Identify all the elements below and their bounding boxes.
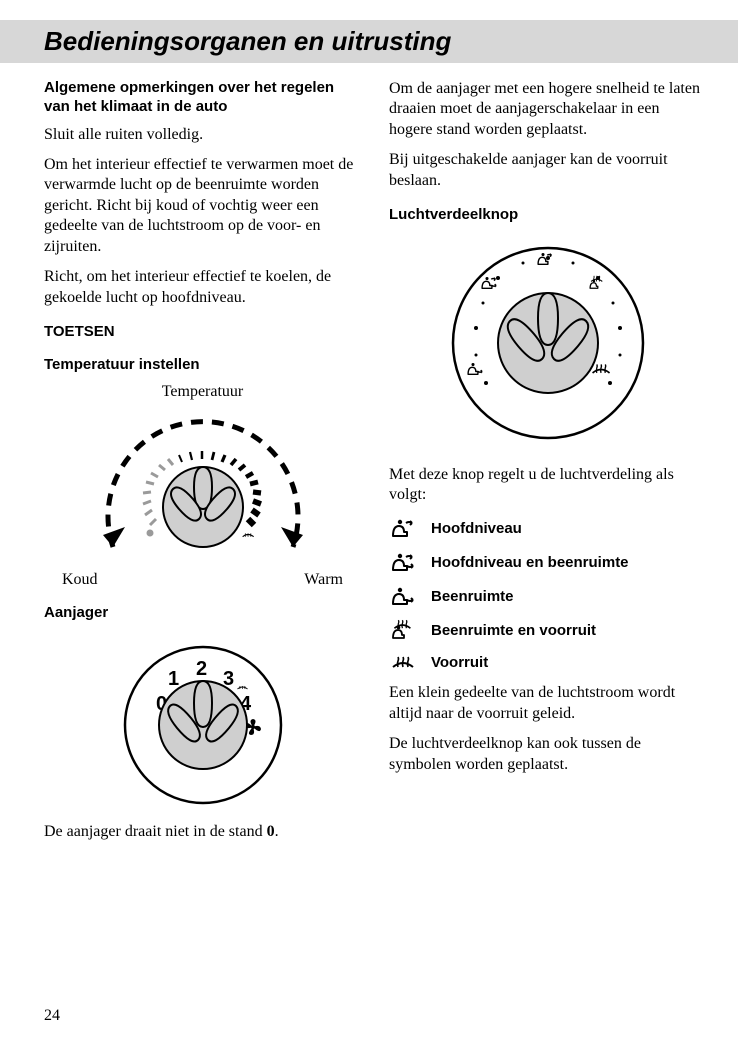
fan-dial-figure: 0 1 2 3 4 <box>44 630 361 810</box>
distribution-dial-icon <box>438 233 658 453</box>
right-column: Om de aanjager met een hogere snel­heid … <box>389 79 706 852</box>
general-heading: Algemene opmerkingen over het regelen va… <box>44 79 361 117</box>
mode-item-foot: Beenruimte <box>389 585 706 607</box>
paragraph: Een klein gedeelte van de luchtstroom wo… <box>389 683 706 724</box>
foot-defrost-icon <box>389 619 417 641</box>
content-columns: Algemene opmerkingen over het regelen va… <box>44 79 706 852</box>
svg-text:1: 1 <box>168 668 179 690</box>
paragraph: Om het interieur effectief te verwarmen … <box>44 155 361 257</box>
paragraph: Bij uitgeschakelde aanjager kan de voorr… <box>389 150 706 191</box>
mode-item-head-foot: Hoofdniveau en beenruimte <box>389 551 706 573</box>
mode-item-defrost: Voorruit <box>389 653 706 671</box>
defrost-icon <box>389 653 417 671</box>
fan-caption-prefix: De aanjager draait niet in de stand <box>44 823 267 840</box>
temperature-heading: Temperatuur instellen <box>44 355 361 374</box>
temperature-dial-figure: Koud Warm <box>44 407 361 589</box>
manual-page: Bedieningsorganen en uitrusting Algemene… <box>0 0 738 1049</box>
temperature-dial-icon <box>73 407 333 577</box>
toetsen-heading: TOETSEN <box>44 322 361 341</box>
paragraph: De luchtverdeelknop kan ook tussen de sy… <box>389 734 706 775</box>
mode-label: Hoofdniveau en beenruimte <box>431 554 629 571</box>
page-title: Bedieningsorganen en uitrusting <box>20 26 728 57</box>
temperature-warm-label: Warm <box>304 571 343 589</box>
left-column: Algemene opmerkingen over het regelen va… <box>44 79 361 852</box>
fan-heading: Aanjager <box>44 603 361 622</box>
page-number: 24 <box>44 1007 60 1025</box>
head-level-icon <box>389 517 417 539</box>
fan-dial-icon: 0 1 2 3 4 <box>108 630 298 810</box>
distribution-mode-list: Hoofdniveau Hoofdniveau en beenruimte Be… <box>389 517 706 671</box>
mode-item-head: Hoofdniveau <box>389 517 706 539</box>
paragraph: Sluit alle ruiten volledig. <box>44 125 361 145</box>
mode-item-foot-defrost: Beenruimte en voorruit <box>389 619 706 641</box>
mode-label: Beenruimte <box>431 588 514 605</box>
temperature-top-label: Temperatuur <box>44 383 361 401</box>
mode-label: Voorruit <box>431 654 488 671</box>
fan-caption-suffix: . <box>275 823 279 840</box>
mode-label: Beenruimte en voorruit <box>431 622 596 639</box>
distribution-heading: Luchtverdeelknop <box>389 205 706 224</box>
foot-level-icon <box>389 585 417 607</box>
paragraph: Om de aanjager met een hogere snel­heid … <box>389 79 706 140</box>
mode-label: Hoofdniveau <box>431 520 522 537</box>
head-foot-icon <box>389 551 417 573</box>
fan-caption-zero: 0 <box>267 823 275 840</box>
distribution-dial-figure <box>389 233 706 453</box>
svg-text:2: 2 <box>196 658 207 680</box>
temperature-cold-label: Koud <box>62 571 98 589</box>
distribution-intro: Met deze knop regelt u de luchtverde­lin… <box>389 465 706 506</box>
paragraph: Richt, om het interieur effectief te koe… <box>44 267 361 308</box>
title-bar: Bedieningsorganen en uitrusting <box>0 20 738 63</box>
fan-caption: De aanjager draait niet in de stand 0. <box>44 822 361 842</box>
